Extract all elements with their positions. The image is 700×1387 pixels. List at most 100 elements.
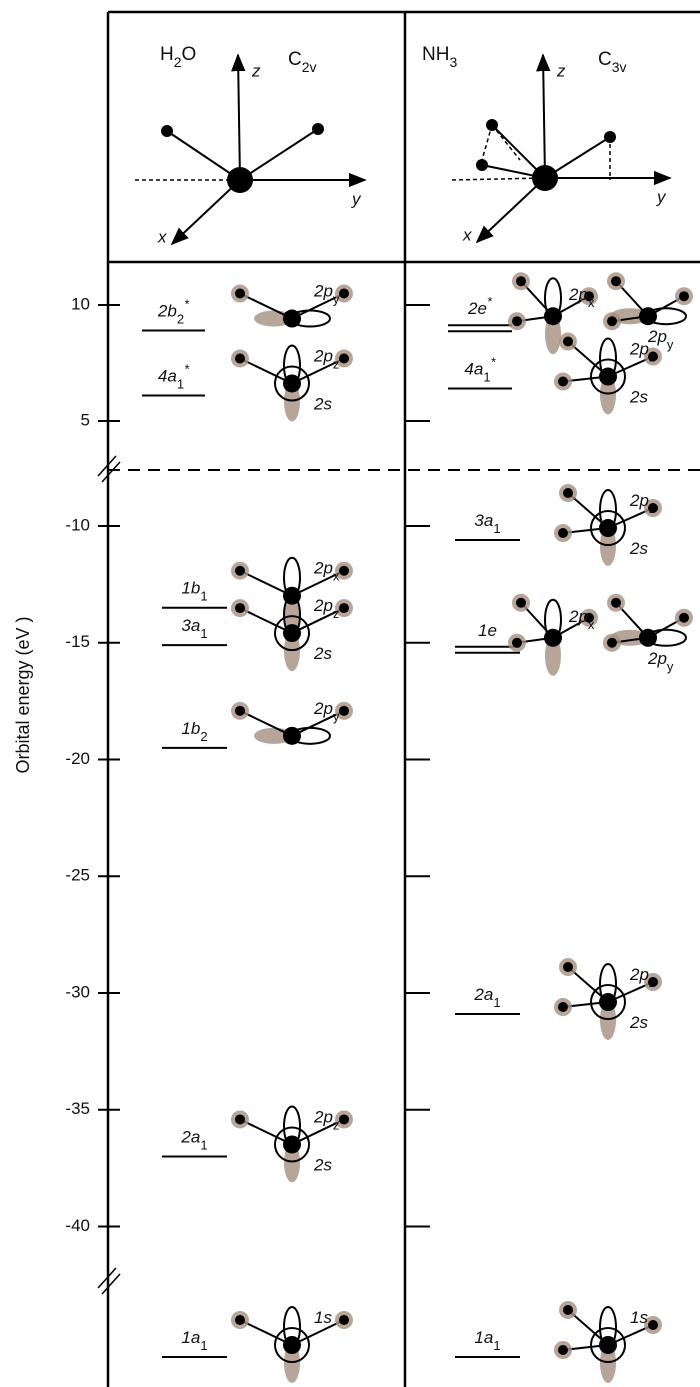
s-orbital (274, 615, 310, 652)
label-part: y (333, 291, 340, 306)
bond (239, 1118, 293, 1146)
label-part: 2 (200, 729, 207, 744)
orbital-pictogram (231, 284, 353, 328)
label-part: C (288, 49, 302, 70)
label-part: 1 (200, 626, 207, 641)
h-atom (235, 565, 245, 576)
label: 2py (313, 282, 340, 306)
orbital-pictogram (554, 1301, 662, 1383)
label-part: y (667, 659, 674, 674)
label-part: 1 (493, 521, 500, 536)
label: 3a1 (181, 617, 207, 641)
z-label: z (251, 61, 261, 80)
bond (291, 607, 345, 634)
label-part: 1 (493, 995, 500, 1010)
x-axis (170, 179, 241, 246)
label-part: 2p (629, 491, 649, 510)
h-atom (339, 288, 349, 299)
h-atom (339, 1315, 349, 1325)
label-part: 2p (647, 328, 667, 347)
label-part: 3a (181, 617, 200, 636)
label-part: 4a (464, 360, 483, 379)
label: 2px (313, 559, 340, 583)
central-atom (639, 307, 657, 326)
label: 4a1* (464, 354, 496, 384)
label: 2b2* (157, 296, 190, 326)
h-atom (486, 119, 498, 131)
label-part: 3a (474, 511, 493, 530)
label: 2pz (629, 340, 655, 364)
label: 2e* (467, 294, 493, 319)
h-atom (476, 159, 488, 171)
label-part: 2p (568, 286, 588, 305)
label-part: 2p (647, 649, 667, 668)
label: 2s (629, 388, 648, 407)
h-atom (607, 637, 617, 648)
label-part: 2p (568, 607, 588, 626)
label-part: * (184, 296, 190, 311)
x-label: x (157, 227, 167, 246)
label-part: 2p (313, 282, 333, 301)
orbital-pictogram (231, 1306, 353, 1383)
h-atom (558, 528, 568, 539)
central-atom (599, 1336, 617, 1354)
label: 2px (568, 286, 595, 310)
x-label: x (462, 225, 472, 244)
tick-label: -20 (65, 749, 90, 768)
central-atom (283, 1135, 301, 1154)
label-part: NH (422, 44, 449, 65)
break-mark (97, 455, 117, 477)
label: C3v (598, 49, 627, 75)
orbital-pictogram (603, 593, 693, 652)
s-orbital (590, 358, 626, 395)
label-part: 1 (200, 1137, 207, 1152)
tick-label: -40 (65, 1216, 90, 1235)
tick-label: -10 (65, 515, 90, 534)
label: C2v (288, 49, 317, 75)
central-atom (283, 726, 301, 745)
h-atom (563, 1305, 573, 1315)
bond (291, 1319, 345, 1346)
label-part: * (184, 361, 190, 376)
orbital-pictogram (231, 344, 353, 422)
label: 1b2 (181, 719, 207, 743)
central-atom (283, 1336, 301, 1354)
label-part: z (649, 975, 656, 990)
label-part: 2p (629, 340, 649, 359)
label-part: 3v (612, 59, 627, 75)
break-mark (101, 1273, 121, 1295)
label: 1s (314, 1308, 332, 1327)
label-part: 2e (467, 300, 487, 319)
label: 4a1* (158, 361, 190, 391)
h-atom (558, 376, 568, 387)
dashed-axis (451, 177, 546, 181)
h-atom (558, 1002, 568, 1013)
bond (239, 292, 293, 320)
tick-label: 10 (71, 294, 90, 313)
h-atom (235, 353, 245, 364)
central-atom (544, 628, 562, 647)
h-atom (235, 288, 245, 299)
frame (106, 10, 700, 1387)
h-atom (679, 291, 689, 302)
label-part: 1a (181, 1328, 200, 1347)
label: 1a1 (474, 1328, 500, 1352)
label-part: 2p (313, 597, 333, 616)
h-atom (679, 612, 689, 623)
label-part: 2p (313, 1108, 333, 1127)
label-part: 2p (313, 347, 333, 366)
label-part: O (182, 44, 197, 65)
label: 1e (478, 621, 497, 640)
h-atom (558, 1345, 568, 1355)
label-part: 1 (200, 589, 207, 604)
label: 2pz (313, 597, 339, 621)
tick-label: -15 (65, 632, 90, 651)
h-atom (339, 353, 349, 364)
h-atom (563, 336, 573, 347)
label: 2s (629, 1013, 648, 1032)
label: 2s (313, 1156, 332, 1175)
label: 2s (313, 645, 332, 664)
label: 3a1 (474, 511, 500, 535)
h-atom (611, 276, 621, 287)
central-atom (544, 307, 562, 326)
